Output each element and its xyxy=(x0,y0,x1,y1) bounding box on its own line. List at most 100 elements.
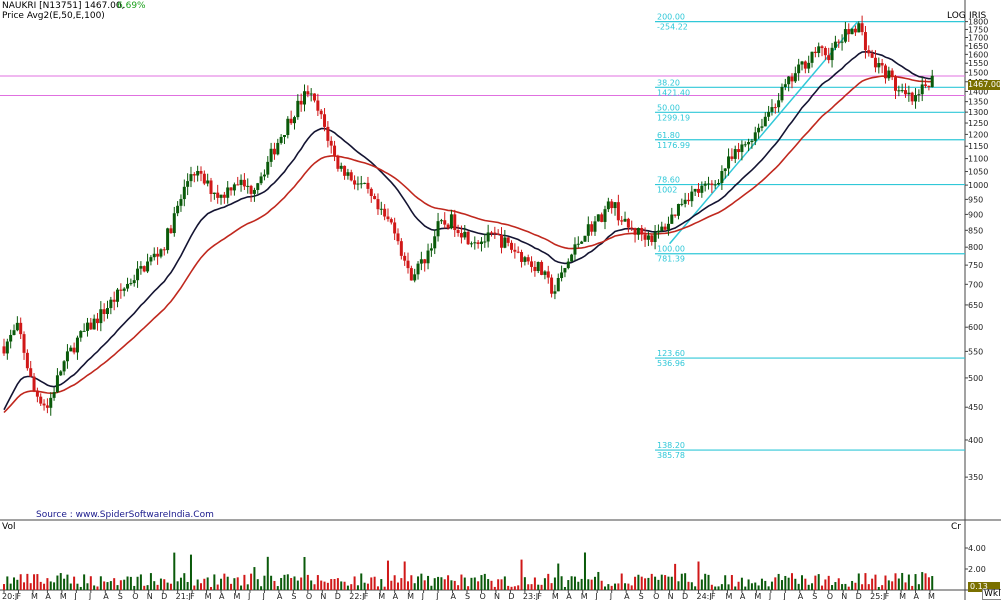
candle-body xyxy=(510,242,514,250)
candle-body xyxy=(469,243,473,245)
price-tick-label: 600 xyxy=(968,323,983,332)
price-axis: 350 400 450 500 550 600 650 700 750 800 850 900 950 1… xyxy=(965,18,988,574)
volume-bar xyxy=(560,576,563,590)
candle-body xyxy=(429,248,433,251)
last-volume-badge: 0.13 xyxy=(968,582,1000,592)
log-scale-toggle[interactable]: LOG xyxy=(947,11,966,21)
candle-body xyxy=(363,182,367,184)
fib-level-price: 1421.40 xyxy=(657,88,690,97)
fib-level-price: 536.96 xyxy=(657,359,685,368)
iris-label: IRIS xyxy=(969,11,987,21)
candle-body xyxy=(45,405,49,408)
time-tick-label: F xyxy=(190,592,195,600)
candle-body xyxy=(663,226,667,230)
trend-lines xyxy=(668,21,859,245)
candle-body xyxy=(109,299,113,309)
volume-bar xyxy=(827,575,830,590)
volume-bar xyxy=(356,585,359,590)
candle-body xyxy=(770,107,774,112)
candle-body xyxy=(386,216,390,220)
time-tick-label: M xyxy=(552,592,559,600)
volume-bar xyxy=(53,582,56,590)
volume-bar xyxy=(86,583,89,590)
candle-body xyxy=(530,261,534,267)
volume-bar xyxy=(403,561,406,590)
volume-bar xyxy=(447,575,450,590)
candle-body xyxy=(790,76,794,82)
time-tick-label: A xyxy=(103,592,109,600)
volume-bar xyxy=(280,578,283,590)
volume-bar xyxy=(13,577,16,590)
volume-bar xyxy=(931,576,934,590)
volume-bar xyxy=(480,575,483,590)
candle-body xyxy=(473,242,477,244)
fib-level-percent: 100.00 xyxy=(657,245,685,254)
price-tick-label: 900 xyxy=(968,210,983,219)
candle-body xyxy=(112,299,116,302)
price-tick-label: 1200 xyxy=(968,130,988,139)
candle-body xyxy=(850,28,854,35)
volume-bar xyxy=(667,576,670,590)
candle-body xyxy=(289,118,293,124)
candle-body xyxy=(309,93,313,95)
volume-bar xyxy=(604,586,607,590)
volume-bar xyxy=(166,582,169,590)
volume-bar xyxy=(911,585,914,590)
volume-bar xyxy=(764,580,767,590)
candle-body xyxy=(55,375,59,393)
volume-bar xyxy=(630,585,633,590)
volume-bar xyxy=(243,574,246,590)
price-tick-label: 550 xyxy=(968,347,983,356)
candle-body xyxy=(399,241,403,256)
volume-bar xyxy=(206,577,209,590)
candle-body xyxy=(630,227,634,229)
candle-body xyxy=(62,361,66,372)
period-selector[interactable]: Wkl xyxy=(982,589,1001,600)
price-tick-label: 1150 xyxy=(968,142,988,151)
fib-level-price: 1176.99 xyxy=(657,141,690,150)
volume-bar xyxy=(66,574,69,590)
volume-bar xyxy=(861,584,864,590)
volume-bar xyxy=(600,580,603,590)
volume-bar xyxy=(807,584,810,590)
volume-bar xyxy=(597,571,600,590)
price-tick-label: 750 xyxy=(968,261,983,270)
volume-bar xyxy=(727,584,730,590)
candle-body xyxy=(69,347,73,352)
volume-bar xyxy=(99,576,102,590)
price-tick-label: 350 xyxy=(968,473,983,482)
fib-level-percent: 138.20 xyxy=(657,441,685,450)
candle-body xyxy=(797,64,801,74)
candle-body xyxy=(409,268,413,281)
candle-body xyxy=(817,46,821,54)
fib-level-percent: 78.60 xyxy=(657,176,680,185)
candle-body xyxy=(730,156,734,159)
candle-body xyxy=(229,187,233,191)
volume-bar xyxy=(500,579,503,590)
volume-bar xyxy=(904,582,907,590)
volume-bar xyxy=(343,581,346,590)
time-tick-label: N xyxy=(841,592,847,600)
candle-body xyxy=(106,308,110,315)
candle-body xyxy=(403,255,407,261)
candle-body xyxy=(840,41,844,43)
volume-bar xyxy=(740,577,743,590)
volume-bar xyxy=(230,583,233,590)
volume-bar xyxy=(330,579,333,590)
volume-bar xyxy=(490,580,493,590)
volume-bar xyxy=(176,581,179,590)
candle-body xyxy=(550,277,554,294)
volume-bar xyxy=(563,586,566,590)
candle-body xyxy=(717,182,721,185)
candle-body xyxy=(556,278,560,292)
candle-body xyxy=(276,142,280,155)
candle-body xyxy=(72,347,76,353)
candle-body xyxy=(489,232,493,234)
volume-bar xyxy=(183,573,186,590)
volume-bar xyxy=(193,585,196,590)
candle-body xyxy=(683,199,687,204)
volume-bar xyxy=(59,573,62,590)
candle-body xyxy=(449,214,453,229)
candle-body xyxy=(119,289,123,291)
